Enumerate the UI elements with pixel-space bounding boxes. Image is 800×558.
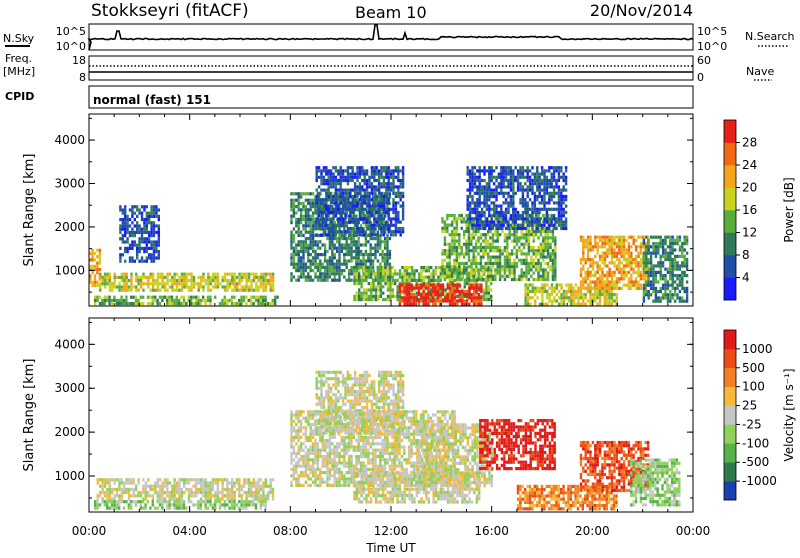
x-tick-label: 20:00 <box>575 524 610 538</box>
freq-tick-bottom: 8 <box>79 71 86 84</box>
velocity-colorbar-segment <box>724 330 736 349</box>
nsearch-label: N.Search <box>745 30 795 43</box>
velocity-echo-region <box>94 500 267 510</box>
freq-tick-top: 18 <box>72 54 86 67</box>
power-echo-region <box>399 283 483 305</box>
velocity-colorbar-tick: 25 <box>742 399 757 413</box>
velocity-colorbar-segment <box>724 387 736 406</box>
freq-label-1: Freq. <box>5 52 32 65</box>
velocity-colorbar-segment <box>724 406 736 425</box>
power-echo-region <box>99 273 274 292</box>
velocity-colorbar-tick: -1000 <box>742 474 777 488</box>
y-tick-label: 2000 <box>54 220 85 234</box>
power-colorbar-tick: 24 <box>742 158 757 172</box>
x-tick-label: 00:00 <box>72 524 107 538</box>
power-colorbar-label: Power [dB] <box>782 177 796 242</box>
velocity-colorbar-segment <box>724 481 736 500</box>
velocity-colorbar-tick: 500 <box>742 361 765 375</box>
velocity-colorbar-tick: -500 <box>742 455 769 469</box>
power-echo-region <box>94 296 279 306</box>
power-colorbar-segment <box>724 143 736 166</box>
nsky-panel: N.Sky 10^5 10^0 10^5 10^0 N.Search <box>3 24 795 53</box>
power-colorbar-segment <box>724 188 736 211</box>
y-tick-label: 1000 <box>54 263 85 277</box>
velocity-colorbar-segment <box>724 424 736 443</box>
freq-panel: Freq. [MHz] 18 8 60 0 Nave <box>3 52 774 84</box>
velocity-ylabel: Slant Range [km] <box>22 359 37 472</box>
velocity-panel: 1000 2000 3000 4000 00:00 04:00 08:00 12:00 16:… <box>22 318 796 554</box>
beam-label: Beam 10 <box>355 3 427 22</box>
x-tick-label: 08:00 <box>273 524 308 538</box>
power-colorbar-tick: 20 <box>742 181 757 195</box>
velocity-echo-region <box>479 419 556 470</box>
velocity-colorbar-tick: 100 <box>742 380 765 394</box>
nave-tick-bottom: 0 <box>697 71 704 84</box>
power-echo-region <box>643 236 689 303</box>
power-colorbar-segment <box>724 233 736 256</box>
nave-tick-top: 60 <box>697 54 711 67</box>
power-echo-region <box>89 249 101 287</box>
velocity-colorbar-segment <box>724 368 736 387</box>
cpid-panel: CPID normal (fast) 151 <box>5 86 693 108</box>
nsky-label: N.Sky <box>3 32 35 45</box>
y-tick-label: 3000 <box>54 177 85 191</box>
power-echo-region <box>467 166 568 230</box>
velocity-echo-region <box>630 459 680 507</box>
power-colorbar-tick: 4 <box>742 271 750 285</box>
power-colorbar-segment <box>724 165 736 188</box>
velocity-colorbar-segment <box>724 349 736 368</box>
power-colorbar-segment <box>724 278 736 301</box>
y-tick-label: 3000 <box>54 381 85 395</box>
velocity-echo-region <box>316 371 405 435</box>
time-axis-label: Time UT <box>365 541 416 554</box>
date-label: 20/Nov/2014 <box>590 1 693 20</box>
power-colorbar-tick: 28 <box>742 136 757 150</box>
power-echo-region <box>119 205 160 263</box>
velocity-echo-region <box>97 478 275 500</box>
nsky-trace <box>89 25 693 50</box>
power-colorbar-tick: 16 <box>742 203 757 217</box>
x-tick-label: 00:00 <box>676 524 711 538</box>
nsky-tick-top: 10^5 <box>56 25 86 38</box>
freq-label-2: [MHz] <box>3 65 35 78</box>
cpid-label: CPID <box>5 90 34 103</box>
y-tick-label: 1000 <box>54 469 85 483</box>
power-panel: 1000 2000 3000 4000 Slant Range [km] 4 8 12 16… <box>22 114 796 306</box>
nsky-tick-bottom: 10^0 <box>56 40 86 53</box>
y-tick-label: 2000 <box>54 425 85 439</box>
y-tick-label: 4000 <box>54 337 85 351</box>
power-colorbar-tick: 8 <box>742 248 750 262</box>
x-tick-label: 04:00 <box>172 524 207 538</box>
nave-label: Nave <box>746 65 774 78</box>
power-ylabel: Slant Range [km] <box>22 154 37 267</box>
x-tick-label: 16:00 <box>474 524 509 538</box>
station-title: Stokkseyri (fitACF) <box>91 1 249 21</box>
cpid-text: normal (fast) 151 <box>93 93 211 107</box>
velocity-colorbar-tick: -100 <box>742 436 769 450</box>
nsearch-tick-bottom: 10^0 <box>697 40 727 53</box>
velocity-colorbar-tick: 1000 <box>742 342 773 356</box>
velocity-colorbar-tick: -25 <box>742 417 762 431</box>
power-colorbar-segment <box>724 210 736 233</box>
velocity-colorbar-segment <box>724 443 736 462</box>
power-echo-region <box>580 236 650 290</box>
power-colorbar-segment <box>724 120 736 143</box>
nsearch-tick-top: 10^5 <box>697 25 727 38</box>
velocity-colorbar-segment <box>724 462 736 481</box>
power-colorbar-tick: 12 <box>742 226 757 240</box>
x-tick-label: 12:00 <box>374 524 409 538</box>
power-colorbar-segment <box>724 255 736 278</box>
velocity-colorbar-label: Velocity [m s⁻¹] <box>782 368 796 461</box>
y-tick-label: 4000 <box>54 133 85 147</box>
